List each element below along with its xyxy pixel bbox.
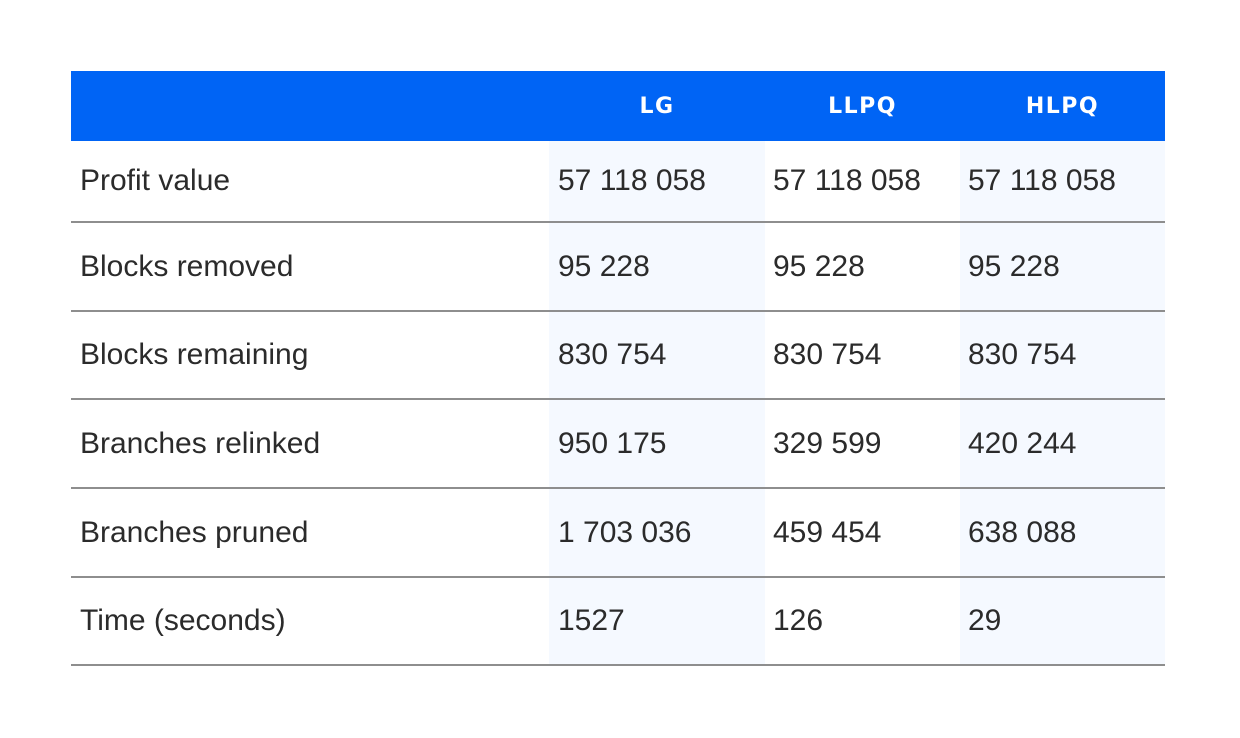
table-row: Blocks removed 95 228 95 228 95 228 (71, 223, 1165, 312)
row-label: Branches pruned (80, 515, 309, 549)
cell-hlpq: 420 244 (960, 400, 1165, 487)
header-cell-empty (71, 71, 549, 141)
cell-lg: 1 703 036 (549, 489, 765, 576)
row-label: Branches relinked (80, 426, 321, 460)
table-row: Branches pruned 1 703 036 459 454 638 08… (71, 489, 1165, 578)
header-cell-hlpq: HLPQ (1025, 93, 1100, 119)
cell-hlpq: 29 (960, 578, 1165, 664)
table-row: Branches relinked 950 175 329 599 420 24… (71, 400, 1165, 489)
row-label: Profit value (80, 164, 231, 197)
cell-lg: 1527 (549, 578, 765, 664)
cell-llpq: 459 454 (773, 515, 882, 549)
cell-lg: 950 175 (549, 400, 765, 487)
table-row: Profit value 57 118 058 57 118 058 57 11… (71, 141, 1165, 223)
table-row: Time (seconds) 1527 126 29 (71, 578, 1165, 666)
header-cell-lg: LG (639, 93, 675, 119)
cell-llpq: 329 599 (773, 426, 882, 460)
cell-llpq: 95 228 (773, 249, 865, 283)
cell-lg: 57 118 058 (549, 141, 765, 221)
cell-hlpq: 638 088 (960, 489, 1165, 576)
cell-hlpq: 57 118 058 (960, 141, 1165, 221)
table-header: LG LLPQ HLPQ (71, 71, 1165, 141)
cell-lg: 830 754 (549, 312, 765, 398)
cell-hlpq: 95 228 (960, 223, 1165, 310)
cell-hlpq: 830 754 (960, 312, 1165, 398)
comparison-table: LG LLPQ HLPQ Profit value 57 118 058 57 … (71, 71, 1165, 666)
cell-llpq: 830 754 (773, 338, 882, 371)
cell-llpq: 126 (773, 604, 824, 637)
table-row: Blocks remaining 830 754 830 754 830 754 (71, 312, 1165, 400)
row-label: Blocks removed (80, 249, 294, 283)
cell-lg: 95 228 (549, 223, 765, 310)
row-label: Time (seconds) (80, 604, 286, 637)
row-label: Blocks remaining (80, 338, 309, 371)
header-cell-llpq: LLPQ (828, 93, 897, 119)
cell-llpq: 57 118 058 (773, 164, 921, 197)
